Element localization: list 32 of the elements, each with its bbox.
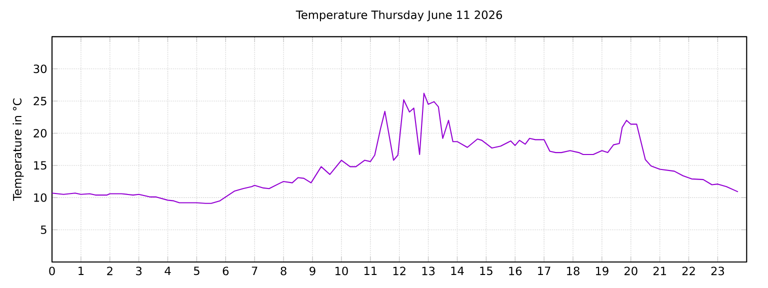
x-tick-label: 4 — [164, 266, 171, 275]
y-tick-label: 30 — [34, 64, 47, 74]
x-tick-label: 0 — [49, 266, 55, 276]
x-tick-label: 17 — [538, 266, 550, 275]
y-tick-label: 20 — [34, 128, 47, 138]
chart-title: Temperature Thursday June 11 2026 — [296, 10, 502, 22]
x-tick-label: 5 — [194, 266, 200, 276]
x-tick-label: 20 — [624, 266, 638, 276]
x-tick-label: 15 — [480, 266, 492, 276]
x-tick-label: 16 — [509, 266, 522, 276]
x-tick-label: 12 — [393, 266, 406, 276]
y-tick-label: 5 — [40, 226, 46, 234]
x-tick-label: 14 — [451, 266, 464, 275]
x-tick-label: 7 — [252, 266, 258, 275]
x-tick-label: 11 — [364, 266, 377, 275]
x-tick-label: 21 — [653, 266, 666, 276]
x-tick-label: 23 — [711, 266, 724, 276]
x-tick-label: 6 — [222, 266, 229, 276]
x-tick-label: 22 — [682, 266, 695, 276]
x-tick-label: 1 — [78, 266, 84, 275]
y-tick-label: 25 — [34, 96, 46, 106]
x-tick-label: 2 — [107, 266, 112, 276]
x-tick-label: 19 — [596, 266, 608, 276]
y-tick-label: 10 — [34, 193, 47, 202]
y-axis-title: Temperature in °C — [12, 98, 24, 201]
x-tick-label: 3 — [136, 266, 142, 276]
x-tick-label: 13 — [422, 266, 435, 276]
x-tick-label: 8 — [280, 266, 286, 276]
x-tick-label: 18 — [567, 266, 580, 276]
y-tick-label: 15 — [34, 161, 46, 170]
x-tick-label: 9 — [310, 266, 316, 276]
x-tick-label: 10 — [335, 266, 348, 276]
